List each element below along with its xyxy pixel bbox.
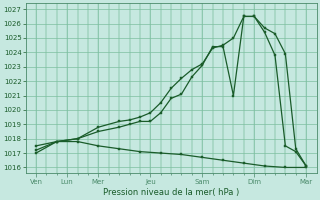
X-axis label: Pression niveau de la mer( hPa ): Pression niveau de la mer( hPa ) <box>103 188 239 197</box>
